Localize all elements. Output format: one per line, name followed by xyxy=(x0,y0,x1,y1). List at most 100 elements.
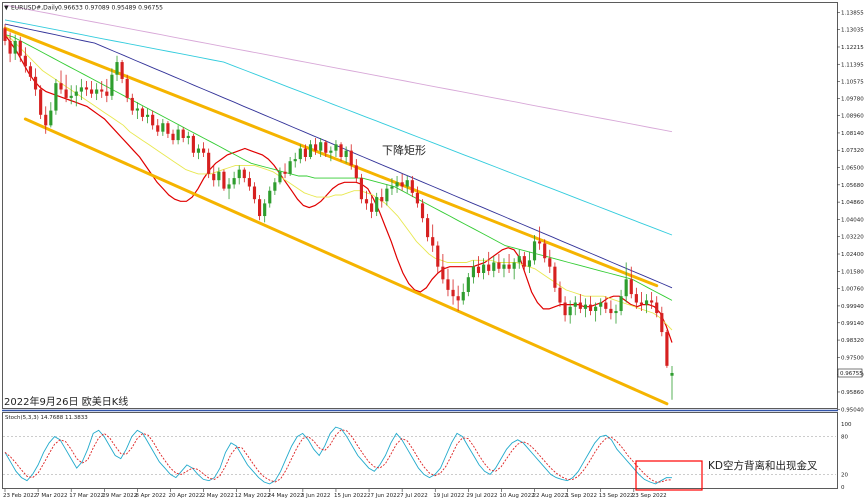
candle-body xyxy=(507,264,511,269)
candle-body xyxy=(588,304,593,311)
time-tick-label: 19 Jul 2022 xyxy=(433,493,464,499)
price-tick-label: 0.99140 xyxy=(841,321,864,327)
candle xyxy=(670,366,674,400)
price-tick-label: 1.11395 xyxy=(841,62,864,68)
stoch-panel-frame xyxy=(2,412,838,489)
kd-note: KD空方背离和出现金叉 xyxy=(708,459,818,472)
candle xyxy=(39,85,43,120)
candle-body xyxy=(18,40,22,56)
candle xyxy=(650,291,654,309)
candle xyxy=(288,156,292,176)
candle-body xyxy=(522,256,526,267)
candle xyxy=(166,121,170,138)
candle-body xyxy=(517,256,521,263)
candle-body xyxy=(33,76,38,90)
candle xyxy=(324,140,328,157)
candle xyxy=(212,165,216,187)
time-tick-label: 24 May 2022 xyxy=(268,493,304,499)
candle xyxy=(604,296,608,314)
candle xyxy=(568,300,572,324)
candle xyxy=(359,173,363,204)
candle xyxy=(156,119,160,136)
price-tick-label: 0.95860 xyxy=(841,390,864,396)
window-menu-icon[interactable]: ▼ xyxy=(4,5,9,12)
candle-body xyxy=(441,266,445,280)
candle-body xyxy=(110,74,114,96)
candle-body xyxy=(176,129,180,141)
candle xyxy=(339,142,343,162)
candle-body xyxy=(212,173,216,181)
candle-body xyxy=(614,310,618,314)
price-panel-frame xyxy=(2,2,838,409)
candle-body xyxy=(456,296,460,301)
candle xyxy=(665,329,669,368)
candle xyxy=(431,224,435,252)
candle-body xyxy=(568,306,572,316)
candle-body xyxy=(324,142,328,153)
candle-body xyxy=(95,89,99,94)
candle xyxy=(130,93,134,115)
candle-body xyxy=(293,159,297,162)
stoch-signal-line xyxy=(4,429,673,483)
candle-body xyxy=(410,180,414,193)
candle-body xyxy=(476,266,481,273)
moving-average-line xyxy=(4,34,673,343)
candle xyxy=(100,81,104,98)
price-tick-label: 1.02400 xyxy=(841,252,864,258)
date-caption: 2022年9月26日 欧美日K线 xyxy=(4,395,128,408)
candle-body xyxy=(482,264,486,273)
candle xyxy=(446,268,450,297)
candle xyxy=(492,256,496,278)
candle-body xyxy=(247,178,251,187)
moving-averages xyxy=(4,4,673,343)
candle xyxy=(59,70,63,94)
candle-body xyxy=(426,218,430,238)
candle xyxy=(84,81,89,96)
candle xyxy=(64,74,68,103)
candle xyxy=(344,146,348,164)
candle xyxy=(527,251,532,273)
moving-average-line xyxy=(4,23,673,289)
candle-body xyxy=(28,66,33,77)
candle-body xyxy=(186,135,190,138)
stochastic-lines xyxy=(4,426,673,485)
candle xyxy=(120,59,124,84)
candle-body xyxy=(237,169,241,179)
price-tick-label: 1.04040 xyxy=(841,217,864,223)
time-tick-label: 20 Apr 2022 xyxy=(168,493,202,499)
price-tick-label: 1.12215 xyxy=(841,45,864,51)
candle xyxy=(583,298,588,318)
candle-body xyxy=(268,190,272,204)
candle xyxy=(451,279,455,305)
stoch-tick-label: 100 xyxy=(841,422,852,428)
candle-body xyxy=(201,148,206,153)
time-tick-label: 8 Apr 2022 xyxy=(135,493,166,499)
candle-body xyxy=(634,294,638,303)
candle-body xyxy=(59,83,63,90)
candle-body xyxy=(263,203,267,217)
candle xyxy=(44,106,48,134)
candle-body xyxy=(273,182,277,191)
candle-body xyxy=(308,144,313,157)
candle xyxy=(660,306,664,337)
candle-body xyxy=(54,83,58,111)
candle-body xyxy=(370,203,374,212)
candle-body xyxy=(629,279,633,295)
candle-body xyxy=(471,266,476,278)
candle-body xyxy=(151,114,155,126)
time-tick-label: 7 Mar 2022 xyxy=(36,493,67,499)
candle xyxy=(23,47,27,73)
candle-body xyxy=(232,178,236,185)
candle-body xyxy=(191,135,195,153)
candle xyxy=(278,167,282,185)
candle xyxy=(436,241,440,273)
candle xyxy=(563,296,567,322)
candle xyxy=(95,83,99,101)
candle-body xyxy=(594,306,598,311)
stoch-tick-label: 0 xyxy=(841,485,845,491)
candle-body xyxy=(415,192,419,204)
candle-body xyxy=(130,97,134,111)
candle xyxy=(420,199,425,223)
